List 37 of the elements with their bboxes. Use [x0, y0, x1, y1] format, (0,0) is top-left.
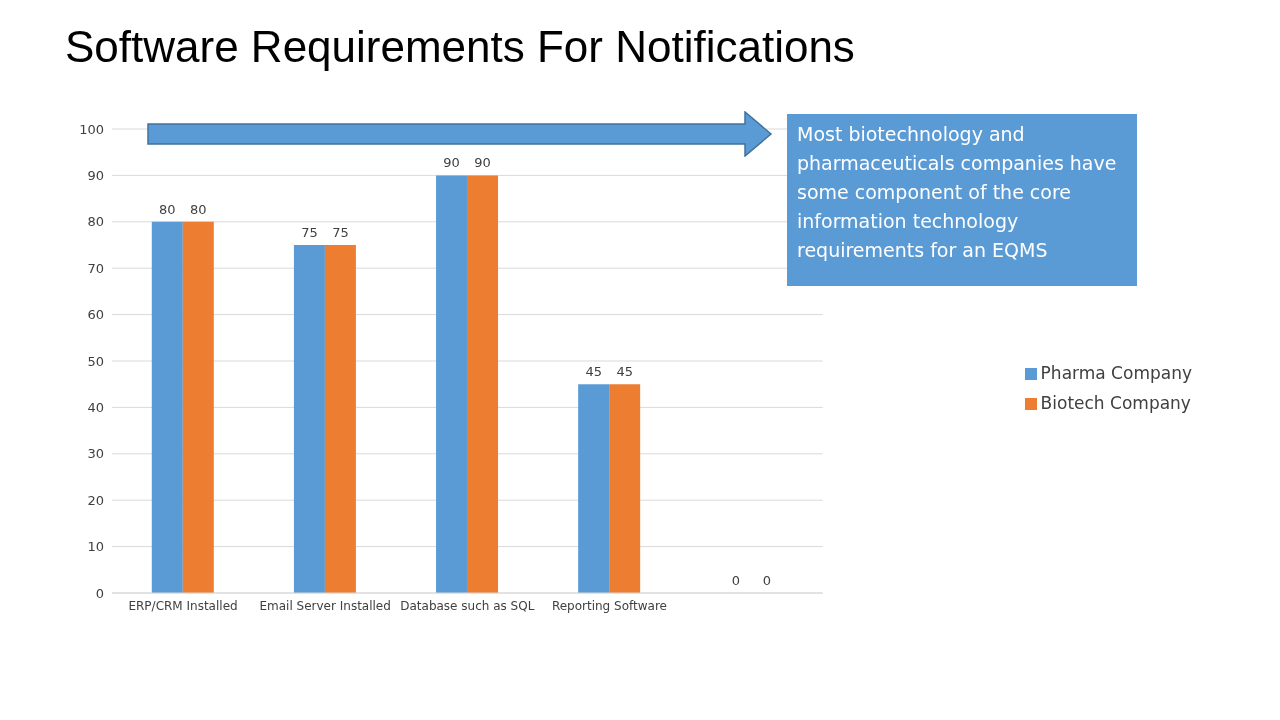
chart-title: Software Requirements For Notifications — [65, 22, 855, 72]
data-label: 90 — [474, 155, 491, 171]
bar — [182, 221, 214, 593]
annotation: Most biotechnology and pharmaceuticals companies have some component of the core information technology requirements for an EQMS — [787, 114, 1137, 286]
y-tick-label: 10 — [87, 539, 104, 555]
data-label: 45 — [585, 364, 602, 380]
y-tick-label: 20 — [87, 492, 104, 508]
data-label: 0 — [731, 572, 740, 588]
data-label: 75 — [301, 225, 318, 240]
y-tick-label: 30 — [87, 446, 104, 462]
x-tick-label: Database such as SQL — [400, 598, 535, 613]
y-tick-label: 50 — [87, 353, 104, 369]
y-tick-label: 100 — [79, 121, 104, 137]
y-tick-label: 70 — [87, 260, 104, 276]
data-label: 45 — [616, 364, 633, 380]
bar — [609, 384, 641, 593]
x-tick-label: Reporting Software — [551, 598, 667, 613]
x-tick-label: Email Server Installed — [259, 598, 391, 613]
legend-label: Pharma Company — [1040, 363, 1192, 383]
bar — [578, 384, 610, 593]
data-label: 75 — [332, 225, 349, 240]
data-label: 90 — [443, 155, 460, 171]
y-tick-label: 60 — [87, 307, 104, 323]
legend-label: Biotech Company — [1040, 393, 1191, 413]
bar — [151, 221, 183, 593]
bar — [293, 245, 325, 593]
bar — [324, 245, 356, 593]
x-tick-label: ERP/CRM Installed — [128, 598, 238, 613]
data-label: 0 — [762, 572, 771, 588]
bar — [436, 175, 468, 593]
y-tick-label: 90 — [87, 168, 104, 184]
data-label: 80 — [190, 201, 207, 217]
bar — [467, 175, 499, 593]
y-tick-label: 40 — [87, 400, 104, 416]
y-tick-label: 0 — [95, 585, 104, 601]
y-tick-label: 80 — [87, 214, 104, 230]
data-label: 80 — [159, 201, 176, 217]
